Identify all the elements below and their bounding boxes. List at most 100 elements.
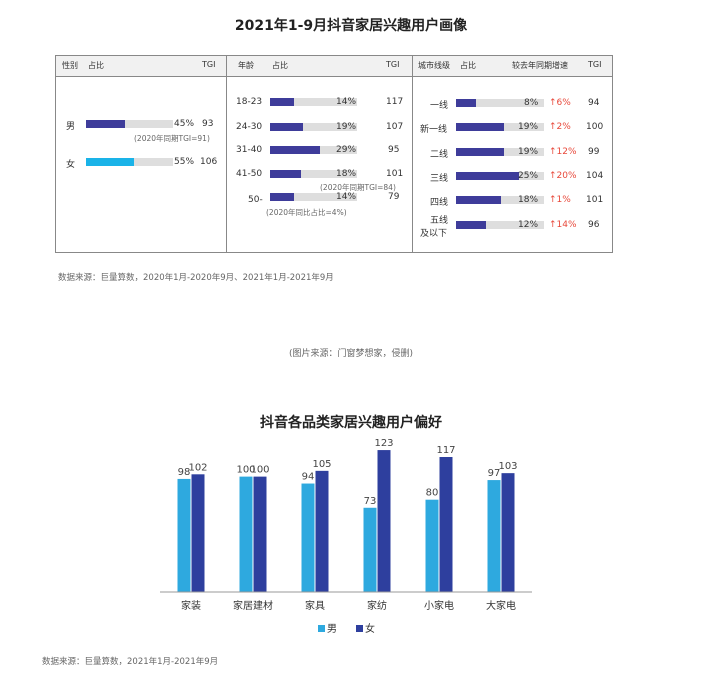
gender-bar-track (86, 158, 173, 166)
top-source: 数据来源：巨量算数，2020年1月-2020年9月、2021年1月-2021年9… (58, 273, 334, 283)
city-growth: ↑20% (549, 171, 577, 181)
city-growth-value: 1% (556, 195, 571, 205)
city-pct: 12% (518, 220, 539, 230)
bar-女-家装 (191, 474, 205, 592)
city-bar-track (456, 196, 544, 204)
city-share-header: 占比 (460, 61, 476, 70)
city-growth-value: 12% (556, 147, 577, 157)
age-tgi: 101 (386, 169, 404, 179)
age-bar (270, 123, 304, 131)
gender-bar-female (86, 158, 134, 166)
city-label: 四线 (430, 198, 449, 208)
data-label: 100 (250, 465, 269, 476)
x-axis-labels: 家装 家居建材 家具 家纺 小家电 大家电 (181, 599, 516, 612)
x-tick-label: 大家电 (486, 599, 516, 612)
city-growth: ↑6% (549, 98, 571, 108)
age-bar-track (270, 98, 357, 106)
age-bar (270, 146, 321, 154)
city-label: 二线 (430, 150, 449, 160)
gender-header: 性别 (62, 61, 78, 70)
city-label: 新一线 (420, 125, 448, 135)
city-growth-value: 6% (556, 98, 571, 108)
gender-tgi-female: 106 (200, 157, 218, 167)
city-label-line1: 五线 (430, 216, 449, 226)
age-bar-track (270, 170, 357, 178)
bar-男-小家电 (425, 499, 439, 592)
data-label: 123 (374, 438, 393, 449)
column-divider (412, 56, 413, 252)
city-growth: ↑12% (549, 147, 577, 157)
city-tgi: 104 (586, 171, 604, 181)
age-bar (270, 98, 295, 106)
age-pct: 14% (336, 97, 357, 107)
age-pct: 29% (336, 145, 357, 155)
table-header-row (56, 56, 612, 77)
data-label: 80 (426, 488, 439, 499)
age-label: 50- (248, 195, 263, 205)
city-bar (456, 172, 519, 180)
age-tgi-header: TGI (386, 60, 400, 69)
x-tick-label: 家居建材 (233, 599, 273, 612)
gender-share-header: 占比 (88, 61, 104, 70)
city-bar (456, 148, 504, 156)
gender-label-male: 男 (66, 122, 76, 132)
chart-title: 抖音各品类家居兴趣用户偏好 (260, 415, 442, 431)
city-pct: 19% (518, 122, 539, 132)
bar-男-家居建材 (239, 476, 253, 592)
age-label: 18-23 (236, 97, 263, 107)
city-growth: ↑2% (549, 122, 571, 132)
arrow-up-icon: ↑ (549, 195, 557, 205)
arrow-up-icon: ↑ (549, 98, 557, 108)
age-bar-track (270, 123, 357, 131)
data-label: 98 (178, 467, 191, 478)
city-tgi: 101 (586, 195, 604, 205)
x-tick-label: 家装 (181, 599, 201, 612)
x-tick-label: 家具 (305, 599, 325, 612)
city-tgi: 99 (588, 147, 600, 157)
city-pct: 19% (518, 147, 539, 157)
city-bar-track (456, 99, 544, 107)
city-growth-value: 2% (556, 122, 571, 132)
data-label: 94 (302, 472, 315, 483)
age-bar (270, 170, 302, 178)
city-bar-track (456, 172, 544, 180)
chart-legend: 男女 (318, 622, 375, 635)
age-label: 41-50 (236, 169, 263, 179)
data-label: 117 (436, 445, 455, 456)
city-growth: ↑14% (549, 220, 577, 230)
age-pct: 18% (336, 169, 357, 179)
data-label: 105 (312, 459, 331, 470)
age-label: 24-30 (236, 122, 263, 132)
age-tgi-note: (2020年同期TGI=84) (320, 183, 396, 192)
data-label: 103 (498, 461, 517, 472)
city-label: 三线 (430, 174, 449, 184)
image-caption: (图片来源：门窗梦想家，侵删) (288, 349, 414, 359)
city-pct: 25% (518, 171, 539, 181)
legend-label: 男 (327, 623, 337, 635)
gender-tgi-header: TGI (202, 60, 216, 69)
age-share-note: (2020年同比占比=4%) (266, 208, 347, 217)
age-tgi: 79 (388, 192, 400, 202)
city-tgi-header: TGI (588, 60, 602, 69)
data-label: 100 (236, 465, 255, 476)
age-bar-track (270, 146, 357, 154)
legend-label: 女 (365, 622, 375, 635)
city-bar (456, 123, 504, 131)
city-bar-track (456, 221, 544, 229)
age-header: 年龄 (238, 61, 254, 70)
legend-swatch (318, 625, 325, 632)
age-pct: 14% (336, 192, 357, 202)
column-divider (226, 56, 227, 252)
legend-swatch (356, 625, 363, 632)
age-bar-track (270, 193, 357, 201)
city-label-line2: 及以下 (420, 229, 448, 239)
bar-女-家纺 (377, 450, 391, 592)
city-bar-track (456, 148, 544, 156)
gender-pct-female: 55% (174, 157, 195, 167)
bar-女-家具 (315, 470, 329, 592)
city-growth: ↑1% (549, 195, 571, 205)
arrow-up-icon: ↑ (549, 122, 557, 132)
age-tgi: 95 (388, 145, 400, 155)
city-tgi: 94 (588, 98, 600, 108)
